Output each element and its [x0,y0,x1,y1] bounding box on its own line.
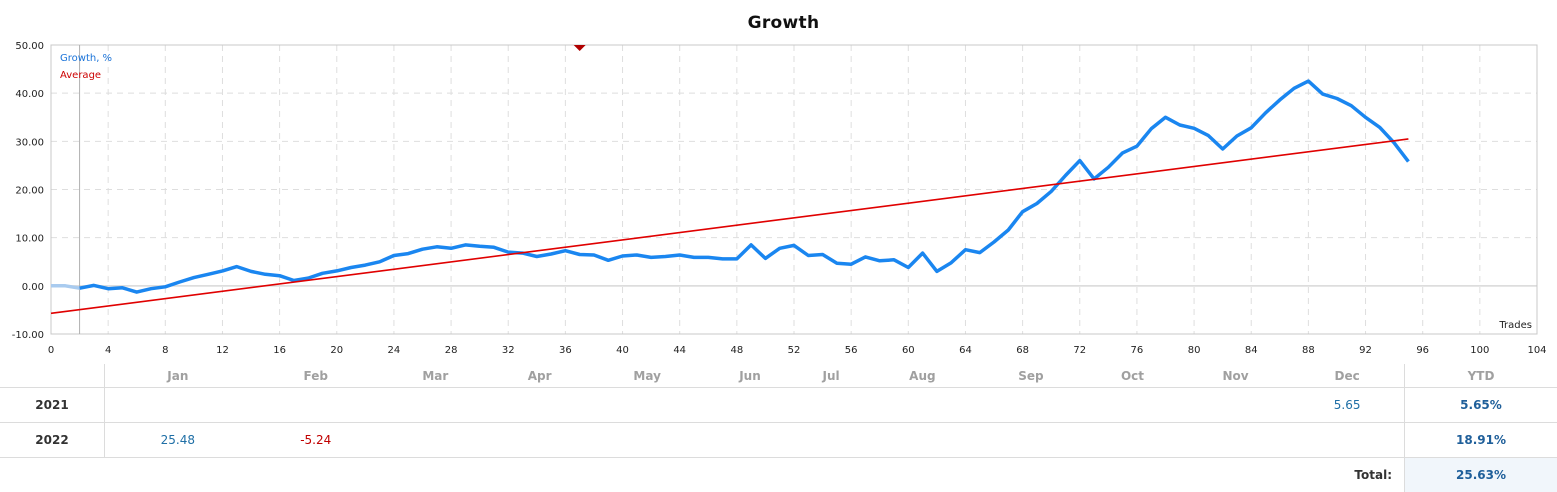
y-axis-ticks: -10.00 0.00 10.00 20.00 30.00 40.00 50.00 [12,41,44,341]
table-row: 2022 25.48 -5.24 18.91% [0,423,1557,458]
growth-line[interactable] [80,81,1409,292]
x-tick-label: 52 [788,345,801,356]
x-tick-label: 100 [1470,345,1489,356]
cell-jul [795,388,867,423]
header-sep: Sep [978,364,1084,388]
cell-feb: -5.24 [251,423,381,458]
header-aug: Aug [867,364,978,388]
x-tick-label: 16 [273,345,286,356]
x-tick-label: 60 [902,345,915,356]
y-tick-label: 40.00 [15,89,44,100]
header-may: May [590,364,705,388]
x-tick-label: 12 [216,345,229,356]
cell-jun [705,388,795,423]
header-jun: Jun [705,364,795,388]
header-ytd: YTD [1405,364,1557,388]
header-dec: Dec [1290,364,1404,388]
cell-sep [978,388,1084,423]
header-mar: Mar [381,364,490,388]
x-tick-label: 44 [673,345,686,356]
x-tick-label: 0 [48,345,54,356]
cell-mar [381,388,490,423]
x-tick-label: 20 [330,345,343,356]
x-tick-label: 64 [959,345,972,356]
row-year: 2022 [0,423,105,458]
header-jan: Jan [105,364,251,388]
cell-ytd: 5.65% [1405,388,1557,423]
cell-jul [795,423,867,458]
cell-mar [381,423,490,458]
x-tick-label: 36 [559,345,572,356]
y-tick-label: 0.00 [22,282,44,293]
cell-nov [1181,423,1290,458]
x-tick-label: 80 [1188,345,1201,356]
x-tick-label: 28 [445,345,458,356]
table-header-row: Jan Feb Mar Apr May Jun Jul Aug Sep Oct … [0,364,1557,388]
legend-average[interactable]: Average [60,70,101,81]
x-axis-label: Trades [1498,320,1532,331]
x-tick-label: 56 [845,345,858,356]
x-tick-label: 24 [388,345,401,356]
cell-jan [105,388,251,423]
cell-aug [867,388,978,423]
x-tick-label: 96 [1416,345,1429,356]
table-row: 2021 5.65 5.65% [0,388,1557,423]
x-tick-label: 76 [1131,345,1144,356]
header-nov: Nov [1181,364,1290,388]
x-tick-label: 72 [1073,345,1086,356]
x-tick-label: 32 [502,345,515,356]
cell-oct [1084,423,1181,458]
average-line[interactable] [51,139,1408,313]
cell-jan: 25.48 [105,423,251,458]
x-tick-label: 4 [105,345,111,356]
x-tick-label: 68 [1016,345,1029,356]
x-tick-label: 88 [1302,345,1315,356]
growth-pre-period-line [51,286,80,288]
header-apr: Apr [490,364,590,388]
cell-may [590,388,705,423]
cell-dec [1290,423,1404,458]
total-value: 25.63% [1405,458,1557,492]
x-tick-label: 40 [616,345,629,356]
header-jul: Jul [795,364,867,388]
cell-feb [251,388,381,423]
cell-ytd: 18.91% [1405,423,1557,458]
cell-aug [867,423,978,458]
y-tick-label: 30.00 [15,137,44,148]
x-tick-label: 92 [1359,345,1372,356]
cell-apr [490,423,590,458]
x-tick-label: 104 [1527,345,1546,356]
header-corner [0,364,105,388]
monthly-returns-table: Jan Feb Mar Apr May Jun Jul Aug Sep Oct … [0,364,1557,492]
y-tick-label: 50.00 [15,41,44,52]
top-triangle-marker-icon[interactable] [574,45,586,51]
cell-oct [1084,388,1181,423]
cell-may [590,423,705,458]
y-tick-label: 10.00 [15,234,44,245]
total-label: Total: [0,458,1405,492]
x-tick-label: 84 [1245,345,1258,356]
x-tick-label: 8 [162,345,168,356]
cell-jun [705,423,795,458]
cell-nov [1181,388,1290,423]
y-tick-label: -10.00 [12,330,44,341]
y-tick-label: 20.00 [15,186,44,197]
total-row: Total: 25.63% [0,458,1557,492]
x-tick-label: 48 [730,345,743,356]
header-feb: Feb [251,364,381,388]
legend-growth[interactable]: Growth, % [60,53,112,64]
cell-sep [978,423,1084,458]
cell-apr [490,388,590,423]
header-oct: Oct [1084,364,1181,388]
row-year: 2021 [0,388,105,423]
cell-dec: 5.65 [1290,388,1404,423]
